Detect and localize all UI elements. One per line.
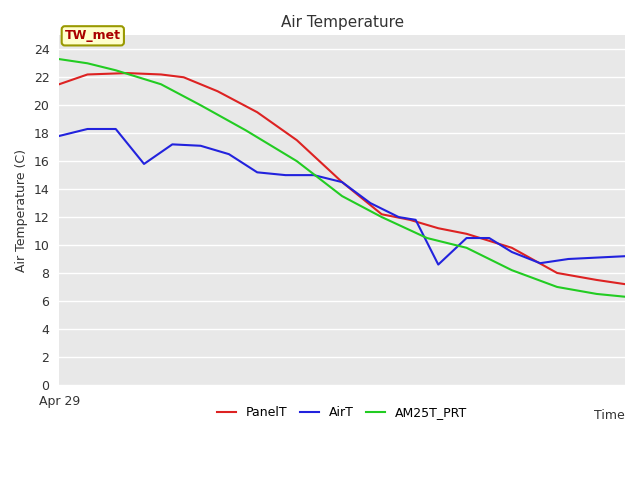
Text: Time: Time xyxy=(595,409,625,422)
Y-axis label: Air Temperature (C): Air Temperature (C) xyxy=(15,149,28,272)
Text: TW_met: TW_met xyxy=(65,29,121,42)
Title: Air Temperature: Air Temperature xyxy=(280,15,404,30)
Legend: PanelT, AirT, AM25T_PRT: PanelT, AirT, AM25T_PRT xyxy=(212,401,472,424)
